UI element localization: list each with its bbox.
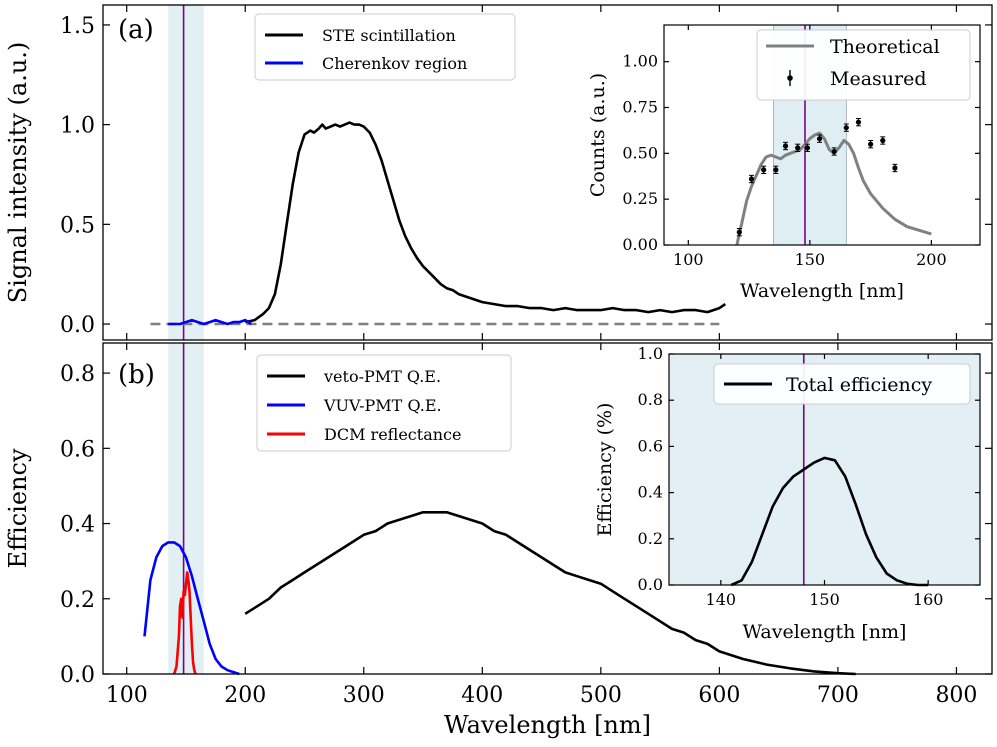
b-panel-label: (b) [118,360,155,390]
a-inset-ytick-label: 1.00 [622,52,658,71]
a-ytick-label: 1.0 [60,114,95,139]
a-inset-measured-point [773,167,779,173]
b-series-red [172,571,197,675]
a-ytick-label: 0.5 [60,213,95,238]
b-inset-ytick-label: 0.4 [638,483,663,502]
b-ytick-label: 0.8 [60,362,95,387]
a-inset-ylabel: Counts (a.u.) [587,73,609,197]
b-legend-label: VUV-PMT Q.E. [323,396,442,415]
a-inset-measured-point [868,141,874,147]
b-inset-legend-label: Total efficiency [786,374,932,396]
a-inset-legend-label: Measured [830,68,927,90]
a-series-black [244,121,727,324]
a-ytick-label: 1.5 [60,14,95,39]
b-ytick-label: 0.2 [60,588,95,613]
b-xtick-label: 400 [461,683,503,708]
a-inset-xlabel: Wavelength [nm] [740,280,904,302]
a-inset-theoretical-line [735,131,932,246]
a-inset-measured-point [736,229,742,235]
b-legend-label: DCM reflectance [324,425,461,444]
b-inset-xtick-label: 140 [706,590,737,609]
b-cherenkov-shade [168,343,204,674]
a-inset-xtick-label: 100 [673,250,704,269]
a-series-blue [168,318,252,326]
b-legend-label: veto-PMT Q.E. [323,367,441,386]
b-frame [102,342,993,675]
a-legend-label: STE scintillation [322,26,456,45]
b-inset-ytick-label: 0.6 [638,436,663,455]
a-inset-measured-point [892,165,898,171]
a-inset-measured-point [782,143,789,149]
a-inset-measured-point [816,136,823,142]
b-xtick-label: 200 [224,683,266,708]
b-xtick-label: 500 [580,683,622,708]
a-inset-measured-point [855,119,862,125]
b-ytick-label: 0.4 [60,513,95,538]
a-panel-label: (a) [118,15,154,45]
b-ytick-label: 0.0 [60,663,95,688]
b-inset-total-efficiency-line [730,456,929,587]
b-inset-legend [713,363,971,405]
a-inset-legend-label: Theoretical [830,36,940,58]
a-ylabel: Signal intensity (a.u.) [4,42,32,304]
a-inset-measured-point [804,145,811,151]
a-inset-frame [663,24,981,246]
b-xtick-label: 700 [817,683,859,708]
b-inset-ytick-label: 0.8 [638,390,663,409]
a-inset-measured-point [795,145,801,151]
b-xtick-label: 100 [106,683,148,708]
b-xtick-label: 600 [698,683,740,708]
b-ytick-label: 0.6 [60,437,95,462]
b-series-black [244,510,856,676]
a-inset-ytick-label: 0.75 [622,98,658,117]
b-series-blue [143,541,240,676]
a-inset-measured-point [761,167,767,173]
a-inset-measured-point [831,148,837,155]
b-ylabel: Efficiency [4,448,32,568]
a-inset-ytick-label: 0.00 [622,235,658,254]
b-xtick-label: 800 [935,683,977,708]
b-inset-xlabel: Wavelength [nm] [743,621,907,643]
a-inset-measured-point [843,125,849,131]
a-inset-legend-marker [787,75,793,81]
a-inset-measured-point [880,137,886,144]
b-inset-ylabel: Efficiency (%) [594,403,616,537]
a-inset-measured-point [748,176,755,182]
a-legend-label: Cherenkov region [322,54,467,73]
a-frame [102,4,993,341]
a-inset-ytick-label: 0.50 [622,143,658,162]
b-inset-xtick-label: 160 [913,590,944,609]
a-inset-xtick-label: 200 [916,250,947,269]
b-xtick-label: 300 [343,683,385,708]
b-inset-ytick-label: 0.2 [638,529,663,548]
a-legend [254,13,516,81]
b-inset-ytick-label: 1.0 [638,344,663,363]
b-inset-ytick-label: 0.0 [638,575,663,594]
b-legend [256,354,512,452]
b-inset-xtick-label: 150 [809,590,840,609]
a-inset-ytick-label: 0.25 [622,189,658,208]
b-xlabel: Wavelength [nm] [444,711,651,739]
a-ytick-label: 0.0 [60,313,95,338]
a-inset-xtick-label: 150 [795,250,826,269]
a-cherenkov-shade [168,5,204,340]
